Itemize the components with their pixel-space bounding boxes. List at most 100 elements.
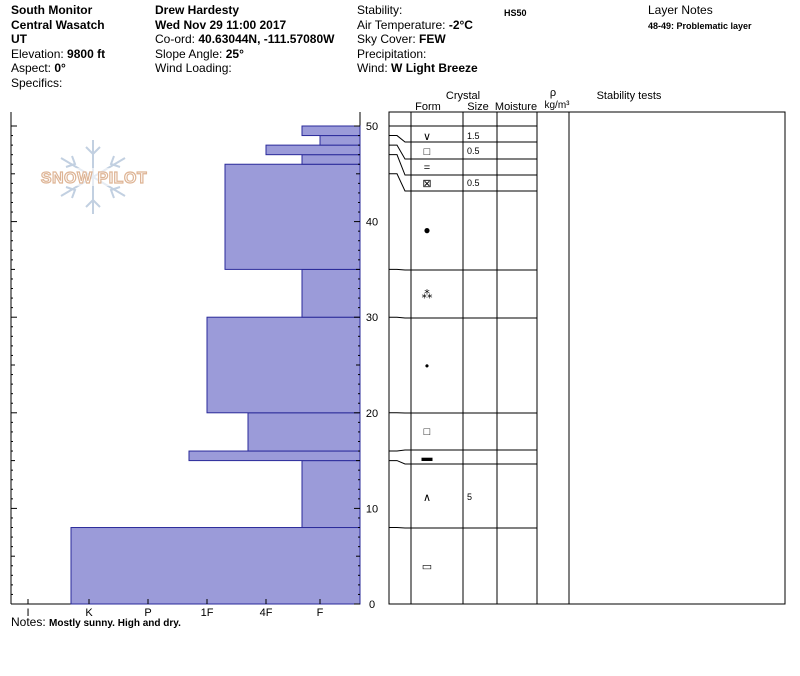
depth-connector xyxy=(389,173,411,192)
hardness-bar xyxy=(301,125,361,137)
specifics-label: Specifics: xyxy=(11,75,63,90)
air-temperature: Air Temperature: -2°C xyxy=(357,18,478,33)
slope-angle: Slope Angle: 25° xyxy=(155,47,334,62)
depth-ticks: 0 10 20 30 40 50 xyxy=(11,121,378,611)
faceted-rounds-icon: • xyxy=(425,359,429,373)
air-temp-label: Air Temperature: xyxy=(357,17,446,32)
location: South Monitor xyxy=(11,3,93,17)
hardness-bar xyxy=(247,412,361,452)
aspect-value: 0° xyxy=(54,61,66,75)
hardness-bar xyxy=(188,450,361,462)
site-info: South Monitor Central Wasatch UT Elevati… xyxy=(11,3,105,90)
grain-size: 0.5 xyxy=(467,178,480,188)
hardness-bar xyxy=(265,144,361,156)
depth-tick-label: 10 xyxy=(366,503,378,515)
notes-label: Notes: xyxy=(11,615,46,629)
surface-hoar-icon: ∨ xyxy=(423,131,431,143)
depth-tick-label: 30 xyxy=(366,312,378,324)
depth-connector xyxy=(389,449,411,452)
logo-text: SNOW PILOT xyxy=(41,170,147,187)
hardness-bar xyxy=(301,154,361,165)
coord-value: 40.63044N, -111.57080W xyxy=(198,32,335,46)
grain-size: 1.5 xyxy=(467,131,480,141)
depth-tick-label: 0 xyxy=(369,599,375,611)
depth-connector xyxy=(389,268,411,271)
depth-tick-label: 40 xyxy=(366,217,378,229)
hs-label: HS50 xyxy=(504,8,527,18)
observer: Drew Hardesty xyxy=(155,3,240,17)
hardness-ticks: I K P 1F 4F F xyxy=(26,599,324,619)
grain-table: ∨ 1.5 □ 0.5 = ⊠ 0.5 ● ⁂ • □ ▬ ∧ 5 ▭ xyxy=(388,111,786,605)
sky-label: Sky Cover: xyxy=(357,32,416,46)
grain-size: 0.5 xyxy=(467,146,480,156)
wind: Wind: W Light Breeze xyxy=(357,61,478,76)
layer-note-1: 48-49: Problematic layer xyxy=(648,21,752,31)
mixed-forms-icon: ⁂ xyxy=(422,289,433,301)
aspect-label: Aspect: xyxy=(11,61,52,75)
grain-table-frame xyxy=(388,111,786,605)
density-rho-header: ρ xyxy=(550,87,556,99)
hardness-tick-label: F xyxy=(317,607,324,619)
hardness-tick-label: 4F xyxy=(260,607,273,619)
datetime: Wed Nov 29 11:00 2017 xyxy=(155,17,287,32)
notes: Notes: Mostly sunny. High and dry. xyxy=(11,615,181,629)
wind-value: W Light Breeze xyxy=(391,61,478,75)
stability-tests-header: Stability tests xyxy=(597,90,662,102)
sky-cover: Sky Cover: FEW xyxy=(357,32,478,47)
hardness-tick-label: K xyxy=(85,607,93,619)
faceted-icon: □ xyxy=(424,146,431,158)
depth-connector xyxy=(389,135,411,143)
hardness-tick-label: P xyxy=(144,607,151,619)
air-temp-value: -2°C xyxy=(448,17,473,32)
slope-value: 25° xyxy=(225,46,244,61)
elevation: Elevation: 9800 ft xyxy=(11,47,105,62)
notes-text: Mostly sunny. High and dry. xyxy=(49,618,181,629)
slope-label: Slope Angle: xyxy=(155,46,223,61)
rounds-icon: ● xyxy=(423,223,430,237)
hardness-bar xyxy=(301,268,361,318)
depth-connector xyxy=(389,154,411,176)
hardness-bar xyxy=(206,316,361,414)
hardness-tick-label: I xyxy=(26,607,29,619)
depth-tick-label: 20 xyxy=(366,408,378,420)
hardness-bar xyxy=(70,527,361,605)
hardness-bar xyxy=(301,460,361,529)
rounding-facets-icon: ⊠ xyxy=(422,178,431,190)
hardness-tick-label: 1F xyxy=(201,607,214,619)
depth-connector xyxy=(389,316,411,319)
form-header: Form xyxy=(415,101,441,113)
grain-size: 5 xyxy=(467,492,472,502)
size-header: Size xyxy=(467,101,488,113)
crystal-header: Crystal xyxy=(446,90,480,102)
crust-icon: = xyxy=(424,162,430,174)
density-unit-header: kg/m³ xyxy=(545,100,571,111)
snowpilot-logo: SNOW PILOT xyxy=(33,140,155,214)
depth-tick-label: 50 xyxy=(366,121,378,133)
coord-label: Co-ord: xyxy=(155,32,196,46)
moisture-header: Moisture xyxy=(495,101,537,113)
wind-loading-label: Wind Loading: xyxy=(155,61,232,75)
sky-value: FEW xyxy=(419,32,446,46)
layer-notes-title: Layer Notes xyxy=(648,3,713,17)
weather-info: Stability: Air Temperature: -2°C Sky Cov… xyxy=(357,3,478,76)
hardness-bar xyxy=(224,163,361,270)
faceted-icon: □ xyxy=(424,426,431,438)
range: Central Wasatch xyxy=(11,17,105,32)
state: UT xyxy=(11,32,27,46)
depth-connector xyxy=(389,460,411,465)
stability-label: Stability: xyxy=(357,3,403,17)
melt-form-icon: ▭ xyxy=(422,561,432,573)
ice-crust-icon: ▬ xyxy=(422,452,433,464)
depth-hoar-icon: ∧ xyxy=(423,492,431,504)
hardness-bars xyxy=(70,125,361,605)
depth-connector xyxy=(389,144,411,160)
wind-label: Wind: xyxy=(357,61,388,75)
observer-info: Drew Hardesty Wed Nov 29 11:00 2017 Co-o… xyxy=(155,3,334,76)
elevation-label: Elevation: xyxy=(11,46,64,61)
aspect: Aspect: 0° xyxy=(11,61,105,76)
elevation-value: 9800 ft xyxy=(67,46,106,61)
hardness-bar xyxy=(319,135,361,146)
coordinates: Co-ord: 40.63044N, -111.57080W xyxy=(155,32,334,47)
precipitation-label: Precipitation: xyxy=(357,46,427,61)
